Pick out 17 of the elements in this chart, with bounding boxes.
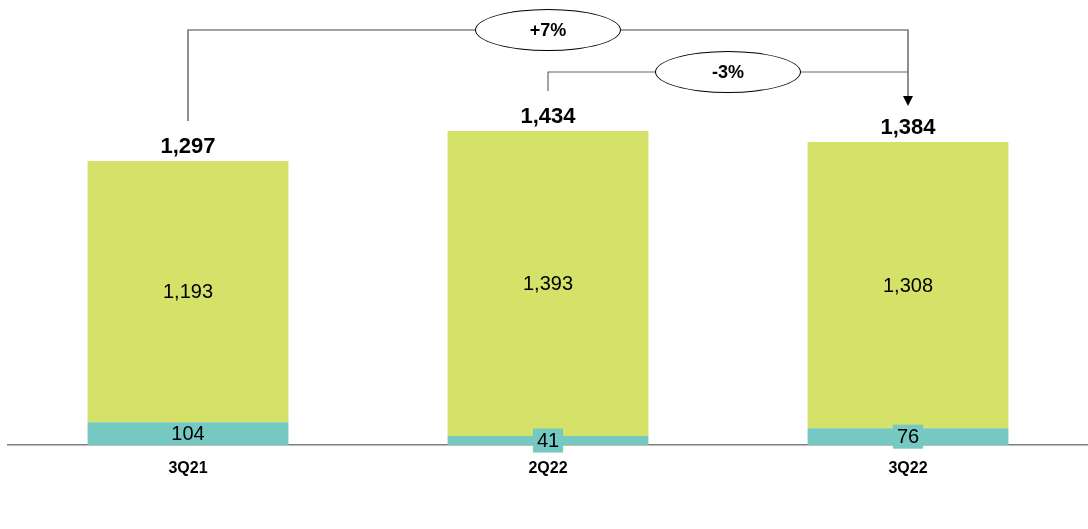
x-tick-label: 2Q22 [528, 459, 568, 477]
total-label: 1,434 [520, 103, 577, 128]
data-label: 76 [896, 425, 920, 448]
bar [87, 161, 289, 423]
oval: +7% [475, 9, 621, 51]
oval: -3% [655, 51, 801, 93]
data-label: 41 [536, 429, 560, 452]
data-label: 1,308 [882, 273, 934, 296]
x-tick-label: 3Q21 [168, 459, 208, 477]
total-label: 1,384 [880, 113, 937, 139]
data-label: 1,393 [522, 272, 574, 295]
data-label: 1,193 [162, 280, 214, 303]
bar [807, 141, 1009, 429]
x-tick-label: 3Q22 [888, 459, 928, 477]
data-label: 104 [171, 422, 205, 445]
bar [87, 422, 289, 445]
total-label: 1,297 [160, 133, 216, 158]
